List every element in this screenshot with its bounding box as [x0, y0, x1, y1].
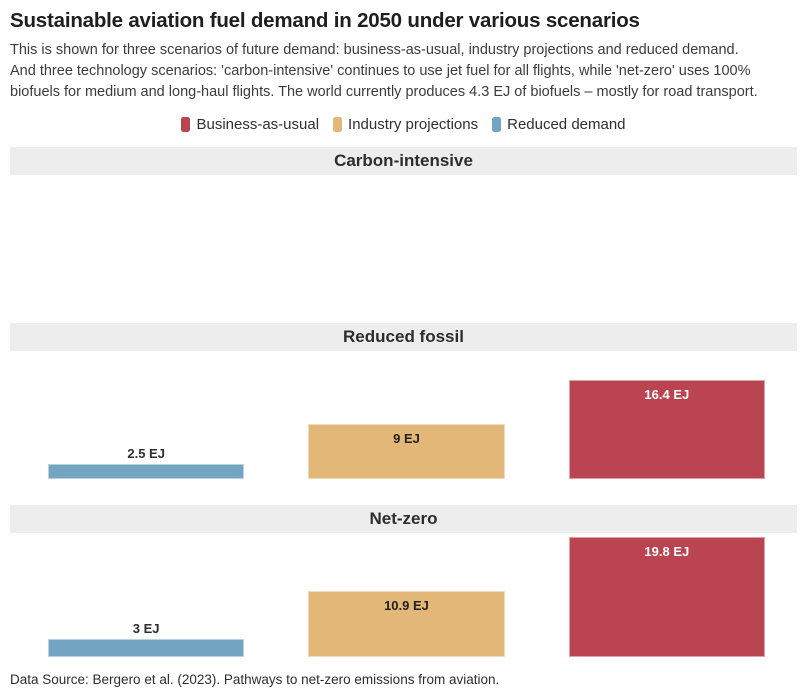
legend-swatch-tan: [333, 116, 343, 132]
bar-industry-projections: 10.9 EJ: [308, 591, 505, 657]
bar-value-label: 2.5 EJ: [127, 446, 165, 461]
legend-item-reduced-demand: Reduced demand: [492, 115, 626, 133]
section-carbon-intensive: Carbon-intensive: [10, 147, 797, 299]
section-reduced-fossil: Reduced fossil 2.5 EJ 9 EJ 16.4 EJ: [10, 323, 797, 479]
plot-area-carbon-intensive: [10, 175, 797, 299]
bar-column-business-as-usual: 19.8 EJ: [537, 533, 797, 657]
bar-industry-projections: 9 EJ: [308, 424, 505, 479]
section-title: Carbon-intensive: [334, 151, 473, 170]
plot-area-net-zero: 3 EJ 10.9 EJ 19.8 EJ: [10, 533, 797, 657]
legend-item-industry-projections: Industry projections: [333, 116, 478, 133]
section-header-band: Net-zero: [10, 505, 797, 533]
data-source-note: Data Source: Bergero et al. (2023). Path…: [10, 672, 500, 687]
chart-subtitle: This is shown for three scenarios of fut…: [10, 40, 797, 103]
bar-column-industry-projections: [276, 175, 536, 299]
bar-column-reduced-demand: 2.5 EJ: [16, 351, 276, 479]
legend-label: Business-as-usual: [196, 115, 320, 133]
legend-label: Reduced demand: [507, 115, 626, 133]
bar-value-label: 3 EJ: [132, 621, 160, 636]
bar-business-as-usual: 19.8 EJ: [568, 537, 766, 657]
bar-value-label: 19.8 EJ: [644, 544, 690, 559]
legend-swatch-red: [181, 116, 191, 132]
bar-business-as-usual: 16.4 EJ: [568, 380, 766, 479]
section-header-band: Carbon-intensive: [10, 147, 797, 175]
section-title: Net-zero: [369, 509, 438, 528]
subtitle-line: And three technology scenarios: 'carbon-…: [10, 63, 751, 79]
bar-column-industry-projections: 9 EJ: [276, 351, 536, 479]
plot-area-reduced-fossil: 2.5 EJ 9 EJ 16.4 EJ: [10, 351, 797, 479]
subtitle-line: This is shown for three scenarios of fut…: [10, 42, 739, 58]
legend-label: Industry projections: [348, 115, 479, 133]
section-title: Reduced fossil: [343, 327, 464, 346]
bar-reduced-demand: 2.5 EJ: [47, 446, 245, 479]
section-net-zero: Net-zero 3 EJ 10.9 EJ 19.8 EJ: [10, 505, 797, 657]
bar-column-business-as-usual: [537, 175, 797, 299]
bar-value-label: 9 EJ: [393, 431, 420, 446]
bar-column-reduced-demand: 3 EJ: [16, 533, 276, 657]
legend-item-business-as-usual: Business-as-usual: [181, 116, 319, 133]
chart-title: Sustainable aviation fuel demand in 2050…: [10, 9, 640, 32]
section-header-band: Reduced fossil: [10, 323, 797, 351]
legend-swatch-blue: [492, 116, 502, 132]
bar-column-business-as-usual: 16.4 EJ: [537, 351, 797, 479]
bar-reduced-demand: 3 EJ: [47, 621, 245, 657]
bar-value-label: 16.4 EJ: [644, 387, 690, 402]
bar-column-industry-projections: 10.9 EJ: [276, 533, 536, 657]
subtitle-line: biofuels for medium and long-haul flight…: [10, 84, 758, 100]
bar-value-label: 10.9 EJ: [384, 598, 429, 613]
bar-column-reduced-demand: [16, 175, 276, 299]
chart-legend: Business-as-usual Industry projections R…: [10, 113, 797, 135]
